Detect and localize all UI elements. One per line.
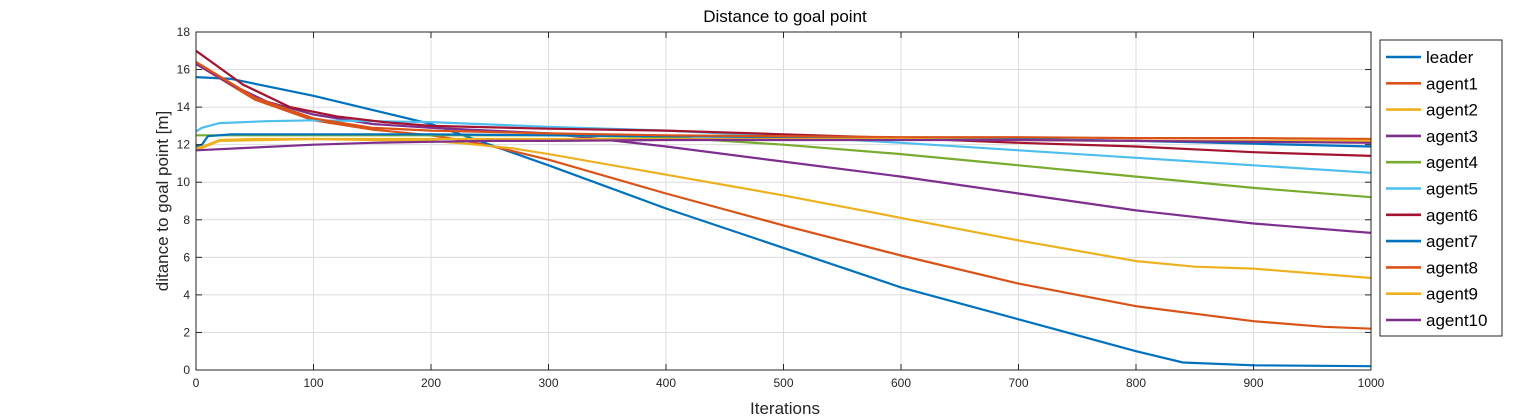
series-line-agent1 bbox=[195, 62, 1372, 330]
legend-label-agent2: agent2 bbox=[1426, 101, 1478, 120]
y-tick-label: 16 bbox=[177, 63, 191, 77]
legend-label-agent5: agent5 bbox=[1426, 180, 1478, 199]
x-tick-label: 900 bbox=[1243, 376, 1263, 390]
x-tick-label: 500 bbox=[773, 376, 793, 390]
series-line-agent6 bbox=[195, 49, 1372, 157]
legend-label-agent8: agent8 bbox=[1426, 258, 1478, 277]
y-tick-label: 0 bbox=[183, 363, 190, 377]
x-tick-label: 300 bbox=[538, 376, 558, 390]
legend-label-agent1: agent1 bbox=[1426, 74, 1478, 93]
x-tick-label: 100 bbox=[303, 376, 323, 390]
series-lines bbox=[195, 49, 1372, 368]
x-tick-label: 600 bbox=[891, 376, 911, 390]
x-tick-label: 700 bbox=[1008, 376, 1028, 390]
x-tick-label: 200 bbox=[421, 376, 441, 390]
legend-label-agent6: agent6 bbox=[1426, 206, 1478, 225]
x-axis-label: Iterations bbox=[750, 399, 820, 418]
y-tick-label: 14 bbox=[177, 100, 191, 114]
series-line-leader bbox=[195, 76, 1372, 368]
series-line-agent10 bbox=[195, 138, 1372, 152]
y-tick-label: 4 bbox=[183, 288, 190, 302]
x-tick-label: 1000 bbox=[1358, 376, 1385, 390]
legend: leader agent1 agent2 agent3 agent4 agent5 agen… bbox=[1379, 39, 1503, 337]
x-tick-label: 800 bbox=[1126, 376, 1146, 390]
legend-label-agent10: agent10 bbox=[1426, 311, 1487, 330]
y-tick-label: 12 bbox=[177, 138, 191, 152]
y-tick-label: 2 bbox=[183, 325, 190, 339]
y-tick-label: 18 bbox=[177, 25, 191, 39]
y-tick-label: 6 bbox=[183, 250, 190, 264]
x-tick-label: 400 bbox=[656, 376, 676, 390]
y-tick-label: 8 bbox=[183, 213, 190, 227]
legend-label-agent4: agent4 bbox=[1426, 153, 1478, 172]
legend-label-agent9: agent9 bbox=[1426, 285, 1478, 304]
y-tick-label: 10 bbox=[177, 175, 191, 189]
legend-label-agent7: agent7 bbox=[1426, 232, 1478, 251]
y-axis-ticks: 0 2 4 6 8 10 12 14 16 18 bbox=[177, 25, 1371, 377]
chart-title: Distance to goal point bbox=[703, 7, 867, 26]
legend-label-leader: leader bbox=[1426, 48, 1474, 67]
legend-label-agent3: agent3 bbox=[1426, 127, 1478, 146]
grid bbox=[195, 31, 1372, 371]
y-axis-label: ditance to goal point [m] bbox=[153, 111, 172, 292]
series-line-agent5 bbox=[195, 119, 1372, 174]
x-tick-label: 0 bbox=[193, 376, 200, 390]
series-line-agent8 bbox=[195, 61, 1372, 141]
x-axis-ticks: 0 100 200 300 400 500 600 700 800 900 1000 bbox=[193, 32, 1385, 390]
